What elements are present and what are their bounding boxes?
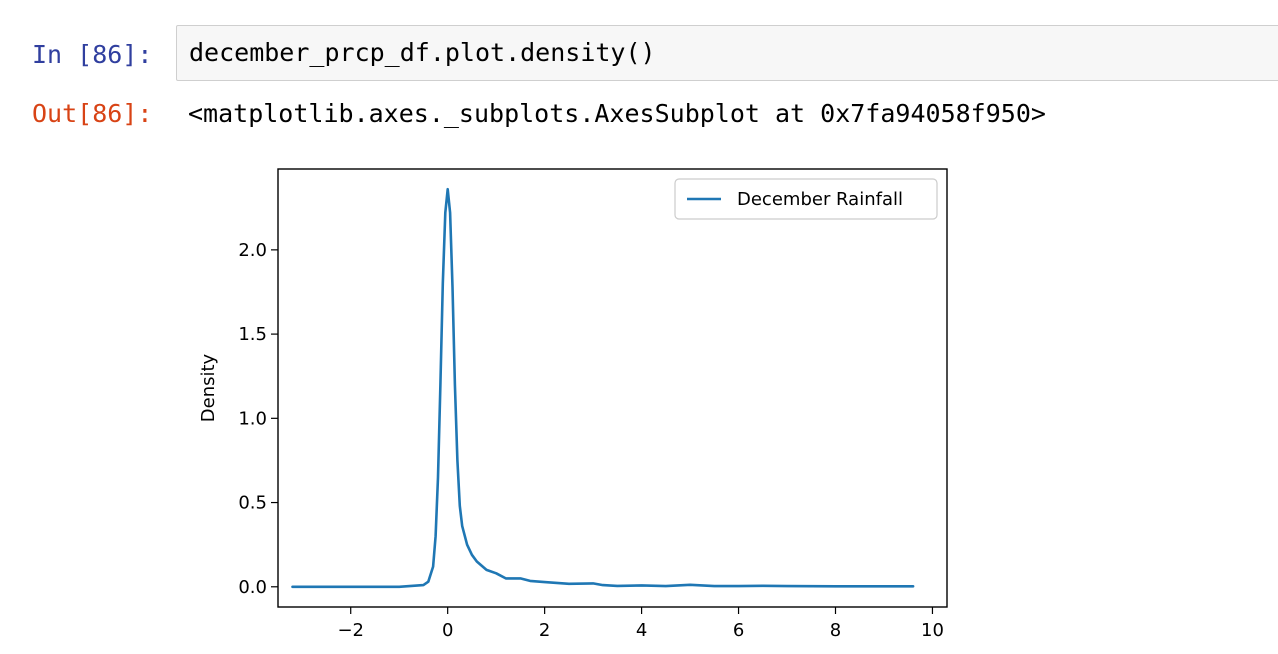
x-tick-label: 4 [636, 620, 647, 641]
x-tick-label: 10 [921, 620, 944, 641]
output-prompt: Out[86]: [32, 99, 153, 128]
y-tick-label: 2.0 [238, 240, 267, 261]
plot-frame [277, 168, 948, 608]
density-chart: −2 0 2 4 6 8 10 0.0 0.5 1.0 1.5 2.0 Density December … [198, 168, 948, 641]
input-prompt: In [86]: [32, 40, 153, 69]
y-tick-label: 0.5 [238, 493, 267, 514]
legend-box [674, 178, 938, 220]
x-tick-label: 8 [830, 620, 841, 641]
y-axis-label: Density [198, 353, 219, 422]
code-input-area[interactable]: december_prcp_df.plot.density() [176, 25, 1278, 81]
y-tick-label: 1.5 [238, 324, 267, 345]
y-tick-label: 0.0 [238, 577, 267, 598]
y-tick-label: 1.0 [238, 408, 267, 429]
x-tick-label: 0 [442, 620, 453, 641]
density-line [291, 187, 915, 589]
code-text[interactable]: december_prcp_df.plot.density() [189, 38, 656, 67]
x-tick-label: −2 [337, 620, 364, 641]
x-tick-label: 2 [539, 620, 550, 641]
legend-label: December Rainfall [737, 189, 903, 210]
output-repr-text: <matplotlib.axes._subplots.AxesSubplot a… [188, 99, 1046, 128]
x-tick-label: 6 [733, 620, 744, 641]
